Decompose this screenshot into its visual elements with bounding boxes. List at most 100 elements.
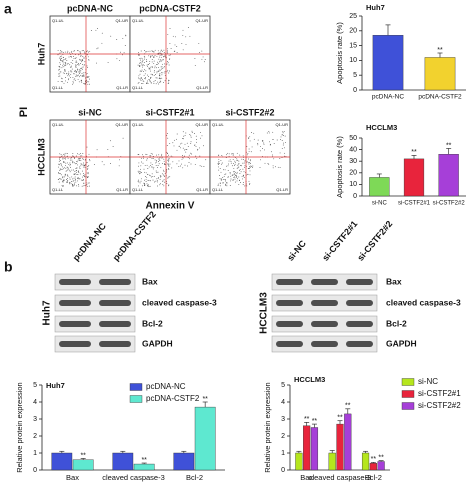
flow-dot [226,182,228,183]
flow-dot [193,133,195,134]
flow-dot [153,75,155,77]
flow-dot [63,51,64,53]
flow-dot [277,166,279,168]
flow-dot [147,168,149,169]
flow-dot [142,58,143,60]
y-axis-label: Apoptosis rate (%) [335,22,344,84]
flow-dot [169,28,171,29]
protein-label: cleaved caspase-3 [386,297,461,307]
flow-dot [64,59,66,60]
flow-dot [139,65,140,67]
flow-dot [234,181,236,183]
flow-dot [110,35,112,37]
flow-dot [154,181,156,183]
flow-dot [176,52,178,54]
flow-dot [182,157,184,159]
flow-dot [77,71,79,73]
flow-dot [86,54,88,56]
flow-dot [160,54,162,56]
flow-dot [150,155,152,157]
row-label: Huh7 [36,43,46,66]
flow-dot [199,147,200,149]
flow-dot [238,163,240,164]
y-axis-label: Relative protein expression [263,382,272,472]
flow-dot [73,50,75,52]
flow-dot [68,74,70,76]
flow-dot [77,164,79,166]
flow-dot [79,52,81,54]
flow-dot [66,169,68,171]
flow-dot [248,180,250,182]
flow-dot [201,50,203,52]
blot-band [346,321,373,327]
flow-dot [93,164,95,166]
flow-dot [68,56,70,58]
flow-dot [138,64,140,66]
flow-dot [144,50,145,51]
flow-dot [80,155,82,157]
flow-dot [159,72,161,74]
flow-dot [154,55,156,57]
blot-band [346,279,373,285]
flow-dot [160,176,161,178]
flow-dot [162,180,164,182]
flow-dot [225,185,227,186]
flow-dot [61,155,63,157]
flow-dot [89,50,91,52]
flow-dot [225,183,227,185]
flow-dot [62,60,63,62]
flow-dot [82,50,84,51]
flow-dot [138,165,139,167]
flow-dot [72,81,74,83]
flow-dot [243,171,245,173]
flow-dot [218,158,220,160]
legend-label: si-CSTF2#2 [418,401,461,410]
flow-dot [187,27,189,28]
blot-strip [54,335,136,353]
flow-dot [82,158,84,160]
flow-dot [190,152,192,154]
flow-dot [60,51,62,53]
flow-dot [88,153,90,155]
flow-dot [82,66,84,68]
quadrant-label: Q1-UR [276,122,289,127]
flow-dot [66,166,68,168]
flow-dot [141,65,143,67]
flow-dot [75,66,77,68]
flow-dot [169,58,171,60]
flow-dot [87,172,89,174]
flow-dot [154,65,156,67]
flow-dot [233,174,235,176]
flow-dot [183,135,185,137]
flow-dot [154,74,156,75]
flow-dot [123,52,125,54]
flow-dot [239,154,241,156]
flow-dot [69,171,71,173]
flow-dot [75,64,77,66]
flow-dot [68,52,70,54]
blot-strip [54,273,136,291]
flow-dot [150,66,152,68]
flow-dot [159,82,161,83]
flow-dot [156,55,158,57]
blot-strip [54,294,136,312]
flow-dot [284,135,286,137]
flow-dot [151,158,153,159]
error-bar [378,460,384,462]
flow-dot [247,152,249,154]
flow-dot [167,69,169,71]
flow-dot [203,166,205,167]
y-axis-label: Relative protein expression [15,382,24,472]
flow-dot [263,149,265,151]
error-bar [370,462,376,464]
flow-dot [81,68,83,70]
flow-dot [195,135,197,137]
flow-dot [141,69,143,71]
flow-dot [161,77,163,79]
flow-dot [70,183,72,185]
x-tick-label: Bcl-2 [365,473,382,482]
flow-dot [219,175,220,176]
flow-dot [263,142,265,144]
flow-dot [190,163,192,165]
error-bar [437,52,443,58]
